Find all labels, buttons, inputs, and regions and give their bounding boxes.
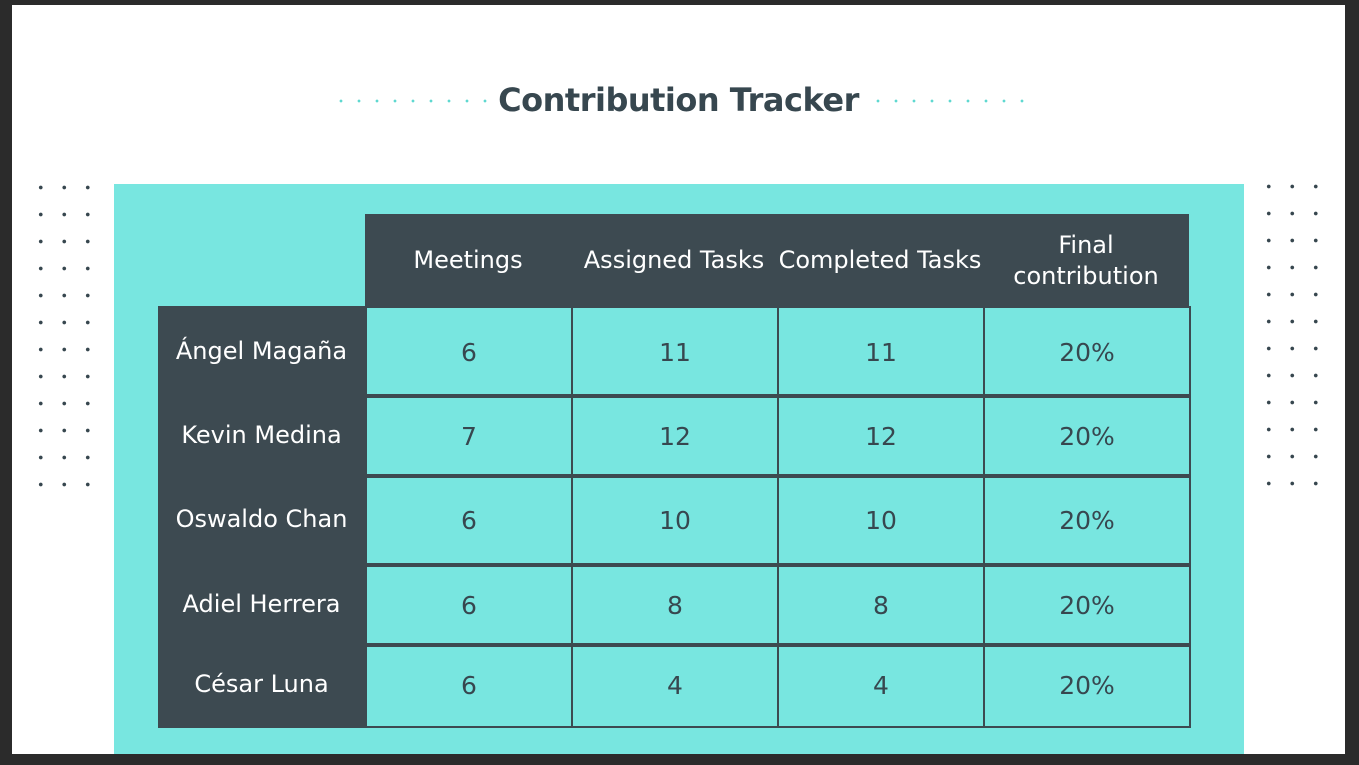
cell-completed-tasks: 8 xyxy=(777,563,985,647)
row-name: César Luna xyxy=(194,670,329,698)
row-name: Oswaldo Chan xyxy=(175,505,348,533)
row-name: Adiel Herrera xyxy=(182,589,341,618)
cell-meetings: 6 xyxy=(365,306,573,398)
table-panel: Meetings Assigned Tasks Completed Tasks Fin… xyxy=(114,184,1244,754)
cell-final-contribution: 20% xyxy=(983,306,1191,398)
title-dots-right xyxy=(869,99,1029,103)
slide-title: Contribution Tracker xyxy=(498,81,859,119)
column-header-final-contribution: Final contribution xyxy=(983,214,1189,307)
decorative-dot-grid-left xyxy=(29,174,100,498)
cell-meetings: 7 xyxy=(365,394,573,478)
cell-final-contribution: 20% xyxy=(983,643,1191,728)
cell-completed-tasks: 10 xyxy=(777,474,985,567)
cell-assigned-tasks: 4 xyxy=(571,643,779,728)
title-dots-left xyxy=(332,99,492,103)
cell-completed-tasks: 4 xyxy=(777,643,985,728)
cell-meetings: 6 xyxy=(365,563,573,647)
cell-assigned-tasks: 8 xyxy=(571,563,779,647)
column-header-completed-tasks: Completed Tasks xyxy=(777,214,983,307)
cell-final-contribution: 20% xyxy=(983,474,1191,567)
column-header-assigned-tasks: Assigned Tasks xyxy=(571,214,777,307)
cell-final-contribution: 20% xyxy=(983,394,1191,478)
slide: Contribution Tracker Meetings Assigned Ta… xyxy=(12,5,1345,754)
title-row: Contribution Tracker xyxy=(12,80,1345,130)
cell-final-contribution: 20% xyxy=(983,563,1191,647)
cell-assigned-tasks: 10 xyxy=(571,474,779,567)
column-header-meetings: Meetings xyxy=(365,214,571,307)
cell-assigned-tasks: 11 xyxy=(571,306,779,398)
cell-completed-tasks: 12 xyxy=(777,394,985,478)
decorative-dot-grid-right xyxy=(1257,173,1328,497)
cell-completed-tasks: 11 xyxy=(777,306,985,398)
cell-meetings: 6 xyxy=(365,643,573,728)
cell-meetings: 6 xyxy=(365,474,573,567)
name-column xyxy=(158,306,365,728)
row-name: Ángel Magaña xyxy=(175,336,348,365)
cell-assigned-tasks: 12 xyxy=(571,394,779,478)
row-name: Kevin Medina xyxy=(181,420,342,449)
